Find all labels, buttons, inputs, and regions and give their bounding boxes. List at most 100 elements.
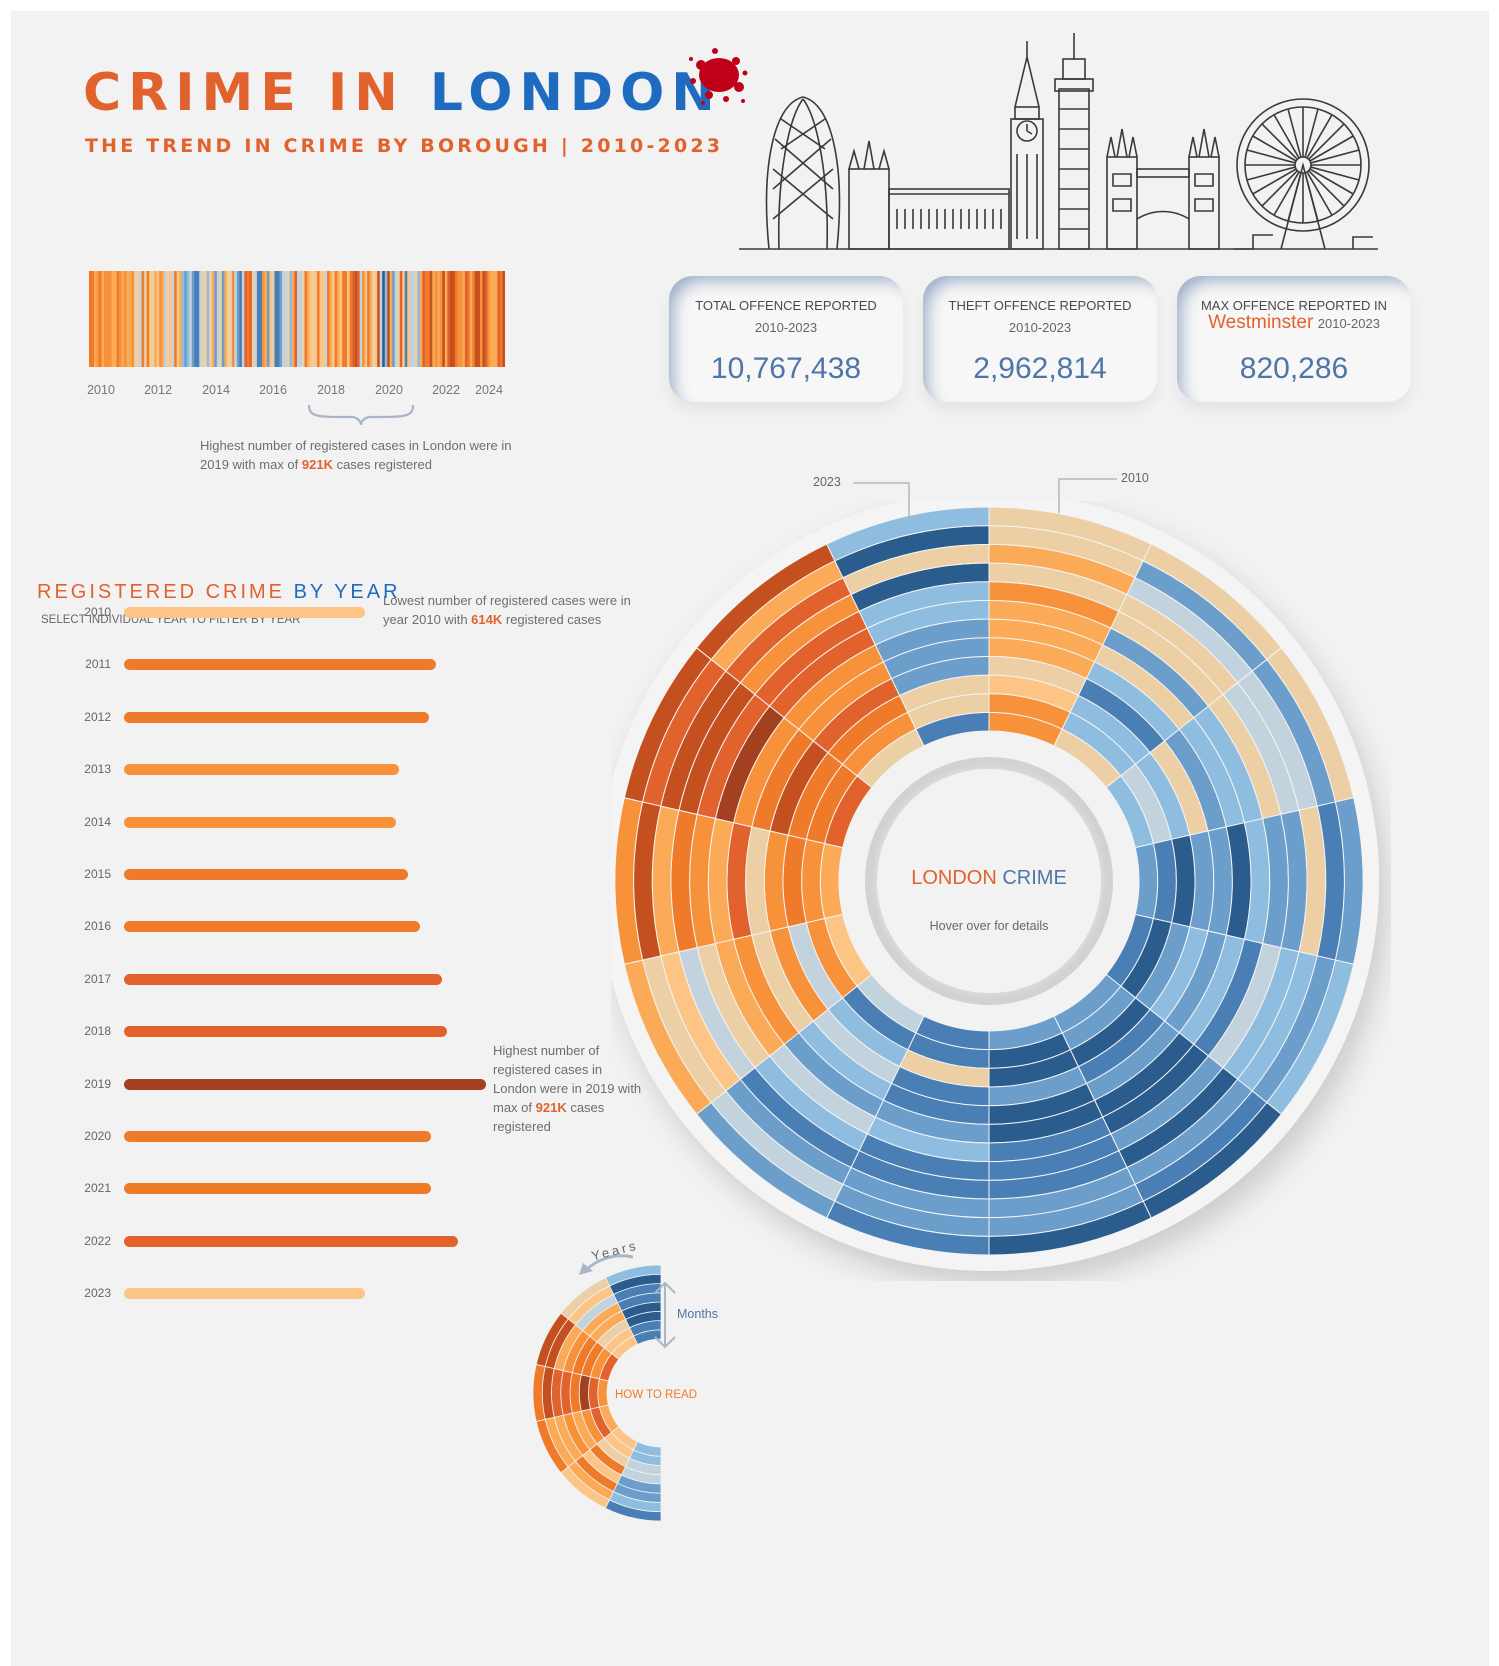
bar-label-2022[interactable]: 2022 [84, 1233, 111, 1248]
stripe[interactable] [392, 271, 396, 367]
stripe[interactable] [409, 271, 413, 367]
stripe[interactable] [487, 271, 491, 367]
stripe[interactable] [276, 271, 280, 367]
stripe[interactable] [144, 271, 147, 367]
stripe[interactable] [314, 271, 318, 367]
stripe[interactable] [189, 271, 193, 367]
stripe[interactable] [249, 271, 253, 367]
stripe[interactable] [329, 271, 333, 367]
stripe[interactable] [339, 271, 343, 367]
stripe[interactable] [149, 271, 152, 367]
stripe[interactable] [424, 271, 428, 367]
bar-label-2016[interactable]: 2016 [84, 919, 111, 934]
stripe[interactable] [482, 271, 486, 367]
stripe[interactable] [176, 271, 180, 367]
stripe[interactable] [116, 271, 120, 367]
stripe[interactable] [141, 271, 145, 367]
stripe[interactable] [216, 271, 220, 367]
stripe[interactable] [229, 271, 233, 367]
stripe[interactable] [244, 271, 248, 367]
stripe[interactable] [179, 271, 183, 367]
stripe[interactable] [131, 271, 135, 367]
stripe[interactable] [347, 271, 350, 367]
stripe[interactable] [119, 271, 122, 367]
stripe[interactable] [357, 271, 360, 367]
stripe[interactable] [369, 271, 373, 367]
stripe[interactable] [362, 271, 365, 367]
stripe[interactable] [281, 271, 285, 367]
stripe[interactable] [502, 271, 506, 367]
bar-2022[interactable] [124, 1235, 459, 1247]
bar-label-2010[interactable]: 2010 [84, 605, 111, 619]
stripe[interactable] [379, 271, 383, 367]
bar-2016[interactable] [124, 921, 420, 933]
stripe[interactable] [299, 271, 303, 367]
stripe[interactable] [271, 271, 275, 367]
stripe[interactable] [99, 271, 102, 367]
stripe[interactable] [234, 271, 238, 367]
stripe[interactable] [161, 271, 165, 367]
stripe[interactable] [211, 271, 215, 367]
stripe[interactable] [497, 271, 501, 367]
stripe[interactable] [382, 271, 386, 367]
stripe[interactable] [419, 271, 423, 367]
stripe[interactable] [354, 271, 358, 367]
stripe[interactable] [467, 271, 471, 367]
bar-2014[interactable] [124, 816, 397, 828]
stripe[interactable] [209, 271, 213, 367]
stripe[interactable] [492, 271, 496, 367]
stripe[interactable] [404, 271, 408, 367]
stripe[interactable] [166, 271, 170, 367]
stripe[interactable] [164, 271, 167, 367]
stripe[interactable] [399, 271, 403, 367]
bar-label-2020[interactable]: 2020 [84, 1129, 111, 1143]
bar-label-2018[interactable]: 2018 [84, 1024, 111, 1039]
stripe[interactable] [422, 271, 426, 367]
bar-2012[interactable] [124, 711, 429, 723]
stripe[interactable] [279, 271, 283, 367]
stripe[interactable] [274, 271, 278, 367]
stripe[interactable] [109, 271, 112, 367]
stripe[interactable] [169, 271, 172, 367]
stripe[interactable] [452, 271, 456, 367]
stripe[interactable] [124, 271, 127, 367]
stripe[interactable] [344, 271, 348, 367]
bar-label-2013[interactable]: 2013 [84, 762, 111, 777]
stripe[interactable] [284, 271, 288, 367]
radial-cell-2023[interactable] [826, 506, 990, 562]
stripe[interactable] [126, 271, 130, 367]
stripe[interactable] [206, 271, 210, 367]
stripe[interactable] [184, 271, 188, 367]
stripe[interactable] [139, 271, 142, 367]
stripe[interactable] [469, 271, 473, 367]
stripe[interactable] [94, 271, 97, 367]
stripe[interactable] [101, 271, 105, 367]
stripe[interactable] [442, 271, 446, 367]
stripe[interactable] [477, 271, 481, 367]
stripe[interactable] [499, 271, 503, 367]
stripe[interactable] [181, 271, 185, 367]
stripe[interactable] [397, 271, 401, 367]
stripe[interactable] [219, 271, 223, 367]
stripe[interactable] [226, 271, 230, 367]
stripe[interactable] [241, 271, 245, 367]
stripe[interactable] [269, 271, 273, 367]
stripe[interactable] [474, 271, 478, 367]
stripe[interactable] [236, 271, 240, 367]
stripe[interactable] [246, 271, 250, 367]
stripe[interactable] [377, 271, 380, 367]
stripe[interactable] [297, 271, 300, 367]
stripe[interactable] [221, 271, 225, 367]
stripe[interactable] [414, 271, 418, 367]
stripe[interactable] [194, 271, 198, 367]
stripe[interactable] [294, 271, 298, 367]
stripe[interactable] [304, 271, 308, 367]
stripe[interactable] [457, 271, 461, 367]
stripe[interactable] [479, 271, 483, 367]
stripe[interactable] [231, 271, 235, 367]
stripe[interactable] [251, 271, 255, 367]
stripe[interactable] [434, 271, 438, 367]
stripe[interactable] [302, 271, 305, 367]
stripe[interactable] [437, 271, 441, 367]
stripe[interactable] [106, 271, 110, 367]
